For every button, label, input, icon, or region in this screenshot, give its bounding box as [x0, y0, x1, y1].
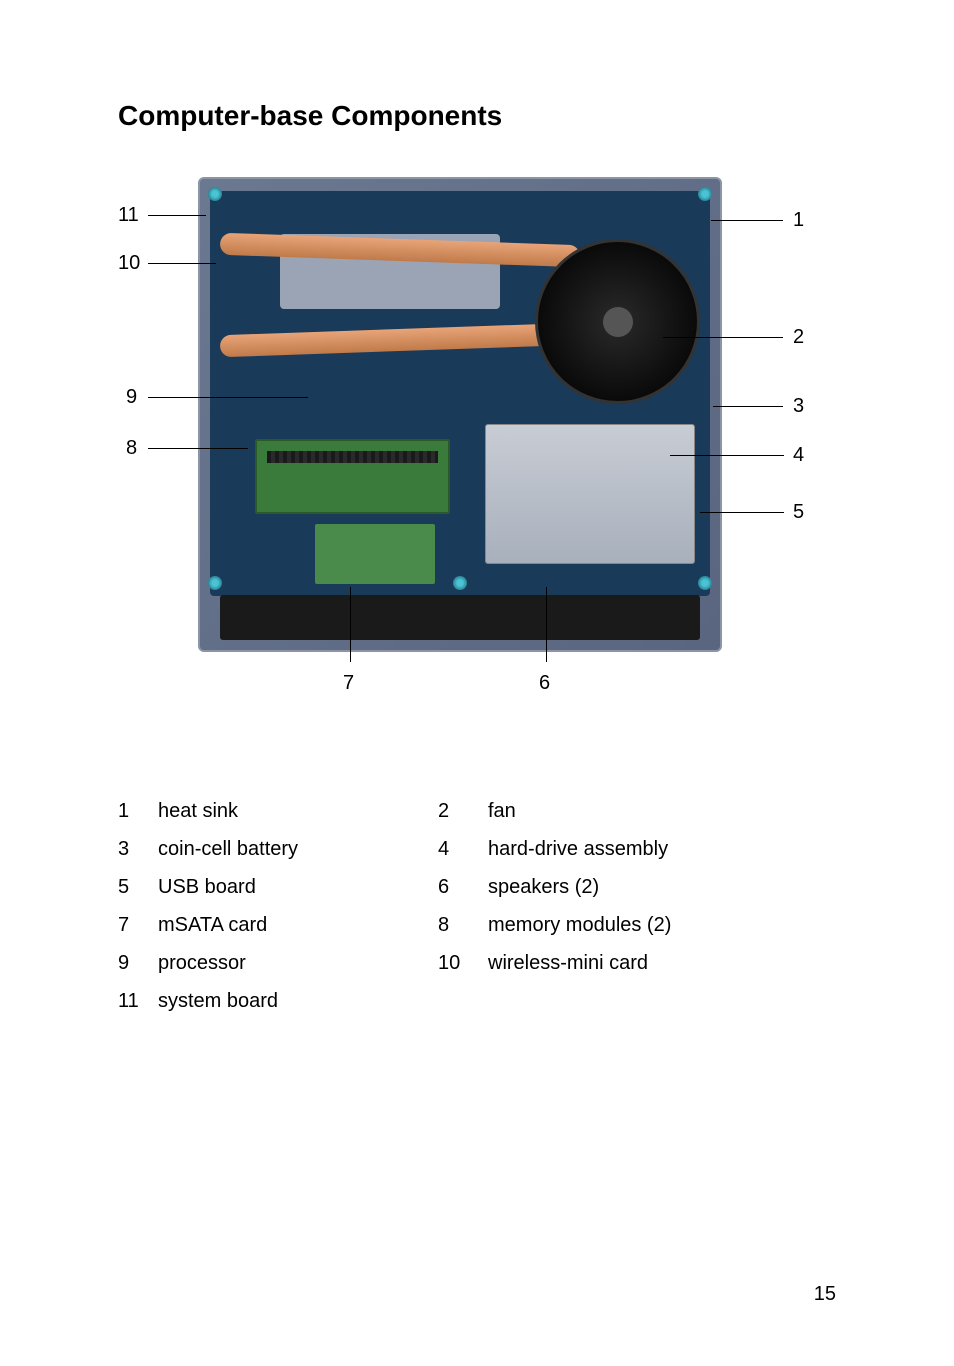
callout-number-8: 8 [126, 437, 137, 460]
callout-line-2 [663, 337, 783, 338]
legend-label: memory modules (2) [488, 911, 768, 939]
page-title: Computer-base Components [118, 100, 836, 132]
legend-num: 4 [438, 835, 488, 863]
component-legend: 1 heat sink 2 fan 3 coin-cell battery 4 … [118, 797, 836, 1015]
legend-label: wireless-mini card [488, 949, 768, 977]
screw-icon [698, 576, 712, 590]
callout-number-7: 7 [343, 672, 354, 695]
callout-line-7 [350, 587, 351, 662]
callout-number-2: 2 [793, 326, 804, 349]
legend-num: 7 [118, 911, 158, 939]
legend-label: speakers (2) [488, 873, 768, 901]
callout-number-3: 3 [793, 395, 804, 418]
component-diagram: 11 10 9 8 1 2 3 4 5 7 6 [118, 177, 838, 767]
legend-label [488, 987, 768, 1015]
legend-label: system board [158, 987, 438, 1015]
page-number: 15 [814, 1283, 836, 1306]
legend-num: 9 [118, 949, 158, 977]
legend-label: coin-cell battery [158, 835, 438, 863]
legend-num: 2 [438, 797, 488, 825]
legend-num: 11 [118, 987, 158, 1015]
legend-label: fan [488, 797, 768, 825]
callout-number-9: 9 [126, 386, 137, 409]
callout-number-10: 10 [118, 252, 140, 275]
legend-num: 8 [438, 911, 488, 939]
legend-num: 1 [118, 797, 158, 825]
ram-illustration [255, 439, 450, 514]
legend-label: processor [158, 949, 438, 977]
legend-label: hard-drive assembly [488, 835, 768, 863]
legend-num: 3 [118, 835, 158, 863]
callout-line-1 [711, 220, 783, 221]
screw-icon [698, 187, 712, 201]
callout-line-10 [148, 263, 216, 264]
callout-number-4: 4 [793, 444, 804, 467]
callout-line-6 [546, 587, 547, 662]
screw-icon [453, 576, 467, 590]
callout-line-11 [148, 215, 206, 216]
legend-num: 5 [118, 873, 158, 901]
computer-base-illustration [198, 177, 722, 652]
callout-line-3 [713, 406, 783, 407]
callout-number-1: 1 [793, 209, 804, 232]
legend-num: 6 [438, 873, 488, 901]
hdd-illustration [485, 424, 695, 564]
callout-line-5 [700, 512, 784, 513]
fan-illustration [535, 239, 700, 404]
screw-icon [208, 576, 222, 590]
callout-number-11: 11 [118, 204, 139, 227]
legend-label: USB board [158, 873, 438, 901]
page: Computer-base Components 11 10 9 8 [0, 0, 954, 1366]
legend-label: heat sink [158, 797, 438, 825]
callout-number-5: 5 [793, 501, 804, 524]
legend-num [438, 987, 488, 1015]
callout-number-6: 6 [539, 672, 550, 695]
msata-illustration [315, 524, 435, 584]
legend-label: mSATA card [158, 911, 438, 939]
screw-icon [208, 187, 222, 201]
callout-line-9 [148, 397, 308, 398]
callout-line-4 [670, 455, 784, 456]
legend-num: 10 [438, 949, 488, 977]
callout-line-8 [148, 448, 248, 449]
speaker-illustration [220, 595, 700, 640]
